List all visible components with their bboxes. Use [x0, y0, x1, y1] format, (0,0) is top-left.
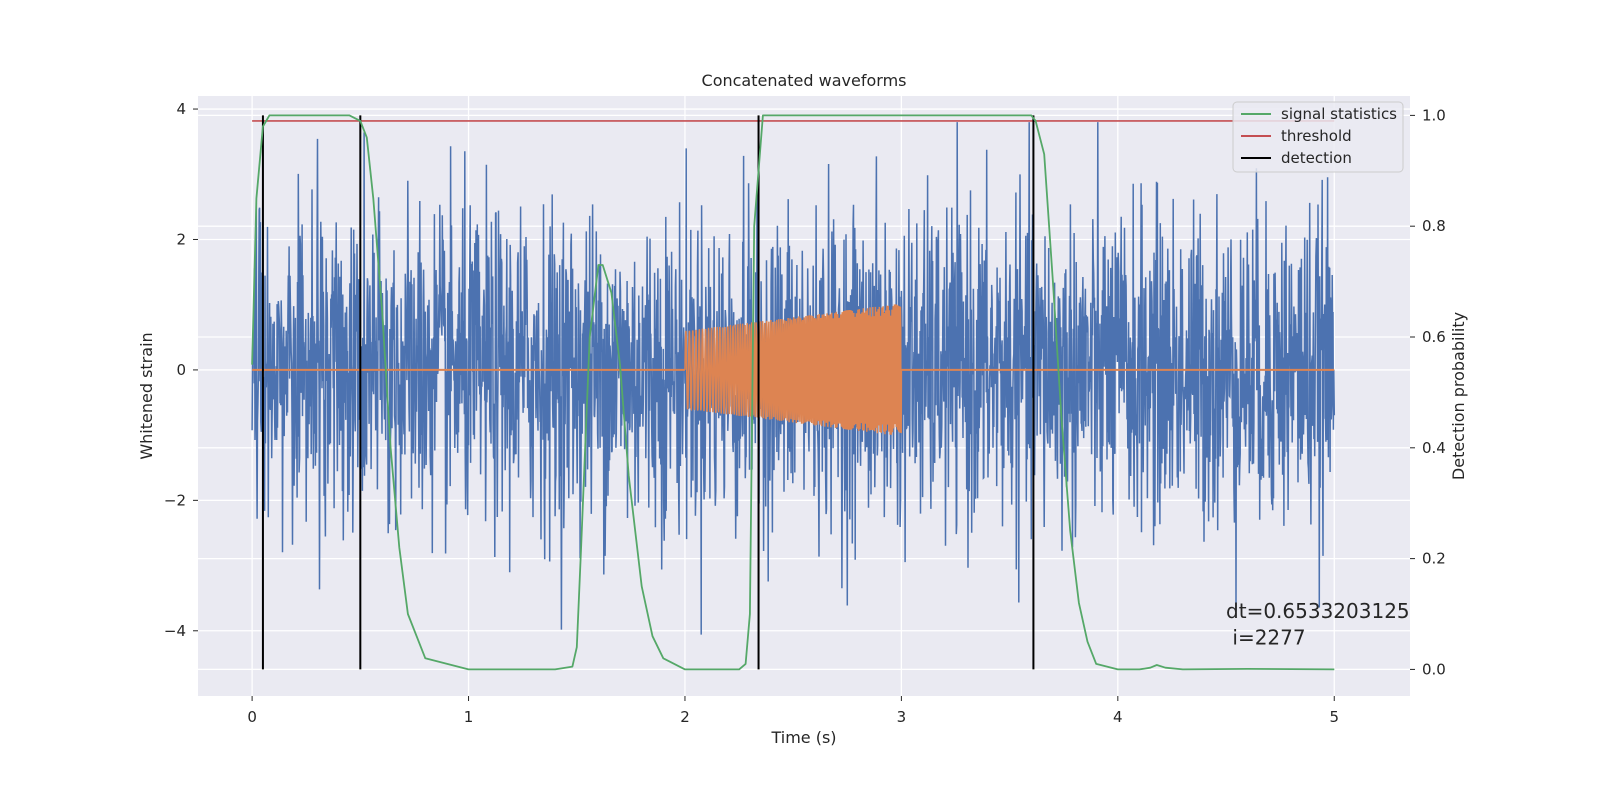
y-tick-label: −2 — [164, 491, 186, 509]
x-tick-label: 0 — [247, 708, 257, 726]
x-tick-label: 5 — [1329, 708, 1339, 726]
y-tick-label: 4 — [176, 100, 186, 118]
y-tick-label: 2 — [176, 230, 186, 248]
signal-statistics-line — [251, 114, 1335, 671]
annotation-index: i=2277 — [1226, 625, 1306, 649]
legend-box — [1232, 101, 1404, 173]
y-right-tick-label: 0.4 — [1422, 439, 1446, 457]
y-tick-label: −4 — [164, 622, 186, 640]
x-tick-label: 2 — [680, 708, 690, 726]
y-right-tick-label: 1.0 — [1422, 106, 1446, 124]
legend-label-signal-statistics: signal statistics — [1281, 105, 1397, 123]
legend-label-detection: detection — [1281, 149, 1352, 167]
y-axis-right-label: Detection probability — [1449, 312, 1468, 480]
legend: signal statistics threshold detection — [1232, 101, 1404, 173]
injection-series — [252, 304, 1335, 435]
injection-chirp — [684, 304, 903, 435]
y-axis-label: Whitened strain — [137, 332, 156, 459]
y-right-tick-label: 0.6 — [1422, 328, 1446, 346]
y-tick-label: 0 — [176, 361, 186, 379]
x-axis-label: Time (s) — [770, 728, 836, 747]
x-tick-label: 1 — [464, 708, 474, 726]
axis-ticks: 0 1 2 3 4 5 −4 −2 0 2 4 0.0 0.2 0.4 0.6 0.8 1.0 — [164, 100, 1446, 726]
y-right-tick-label: 0.0 — [1422, 660, 1446, 678]
right-axis-series — [251, 114, 1335, 671]
y-right-tick-label: 0.8 — [1422, 217, 1446, 235]
legend-label-threshold: threshold — [1281, 127, 1352, 145]
x-tick-label: 4 — [1113, 708, 1123, 726]
x-tick-label: 3 — [897, 708, 907, 726]
annotation-dt: dt=0.6533203125 — [1226, 599, 1410, 623]
chart-title: Concatenated waveforms — [702, 71, 907, 90]
y-right-tick-label: 0.2 — [1422, 550, 1446, 568]
